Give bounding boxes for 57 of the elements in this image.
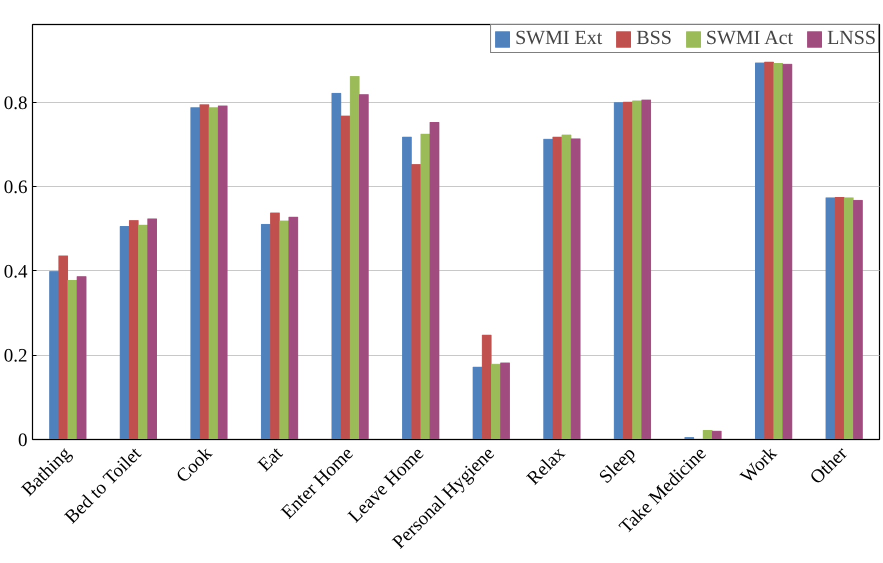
bar bbox=[826, 197, 836, 440]
bar bbox=[844, 197, 854, 440]
bar bbox=[288, 216, 298, 440]
legend-label: BSS bbox=[636, 27, 672, 50]
bar bbox=[773, 63, 784, 440]
bar bbox=[641, 100, 652, 440]
bar bbox=[120, 226, 130, 440]
bar bbox=[260, 224, 271, 440]
bar bbox=[138, 224, 148, 440]
bar bbox=[632, 100, 642, 440]
bar bbox=[190, 107, 200, 440]
bar bbox=[543, 138, 553, 440]
bar bbox=[76, 276, 86, 440]
bar bbox=[623, 102, 633, 440]
bar bbox=[420, 134, 430, 440]
y-tick-label: 0.2 bbox=[4, 346, 28, 367]
bar bbox=[68, 280, 78, 440]
y-tick-label: 0.6 bbox=[4, 177, 28, 198]
bar bbox=[782, 64, 792, 440]
bar bbox=[562, 134, 572, 440]
bar bbox=[570, 138, 580, 440]
bar bbox=[147, 218, 157, 440]
legend-label: SWMI Ext bbox=[515, 27, 602, 50]
bar bbox=[834, 196, 844, 440]
y-tick-label: 0.8 bbox=[4, 92, 28, 114]
bar bbox=[359, 94, 369, 440]
bar bbox=[350, 76, 360, 440]
bar bbox=[491, 364, 501, 440]
bar bbox=[402, 136, 412, 440]
bar bbox=[200, 104, 210, 440]
bar bbox=[58, 256, 68, 440]
legend-label: SWMI Act bbox=[706, 27, 794, 50]
bar bbox=[279, 220, 289, 440]
bar bbox=[552, 136, 562, 440]
bar bbox=[49, 271, 59, 440]
bar bbox=[614, 102, 624, 440]
bar bbox=[500, 362, 510, 440]
bar bbox=[208, 107, 218, 440]
x-tick-label: Work bbox=[736, 442, 782, 488]
bar bbox=[755, 62, 765, 440]
bar bbox=[270, 212, 280, 440]
bar bbox=[702, 430, 712, 440]
y-tick-label: 0 bbox=[18, 430, 28, 451]
bar bbox=[218, 106, 228, 440]
bar bbox=[764, 62, 774, 440]
bar bbox=[340, 116, 350, 440]
bar bbox=[472, 366, 482, 440]
bar bbox=[482, 334, 492, 440]
x-tick-label: Eat bbox=[254, 442, 288, 476]
bar bbox=[853, 200, 863, 440]
bar bbox=[332, 92, 342, 440]
y-tick-label: 0.4 bbox=[4, 261, 28, 282]
bar bbox=[712, 430, 722, 440]
bar bbox=[128, 220, 139, 440]
bar bbox=[430, 122, 440, 440]
bar bbox=[411, 164, 421, 440]
legend-label: LNSS bbox=[827, 27, 876, 50]
